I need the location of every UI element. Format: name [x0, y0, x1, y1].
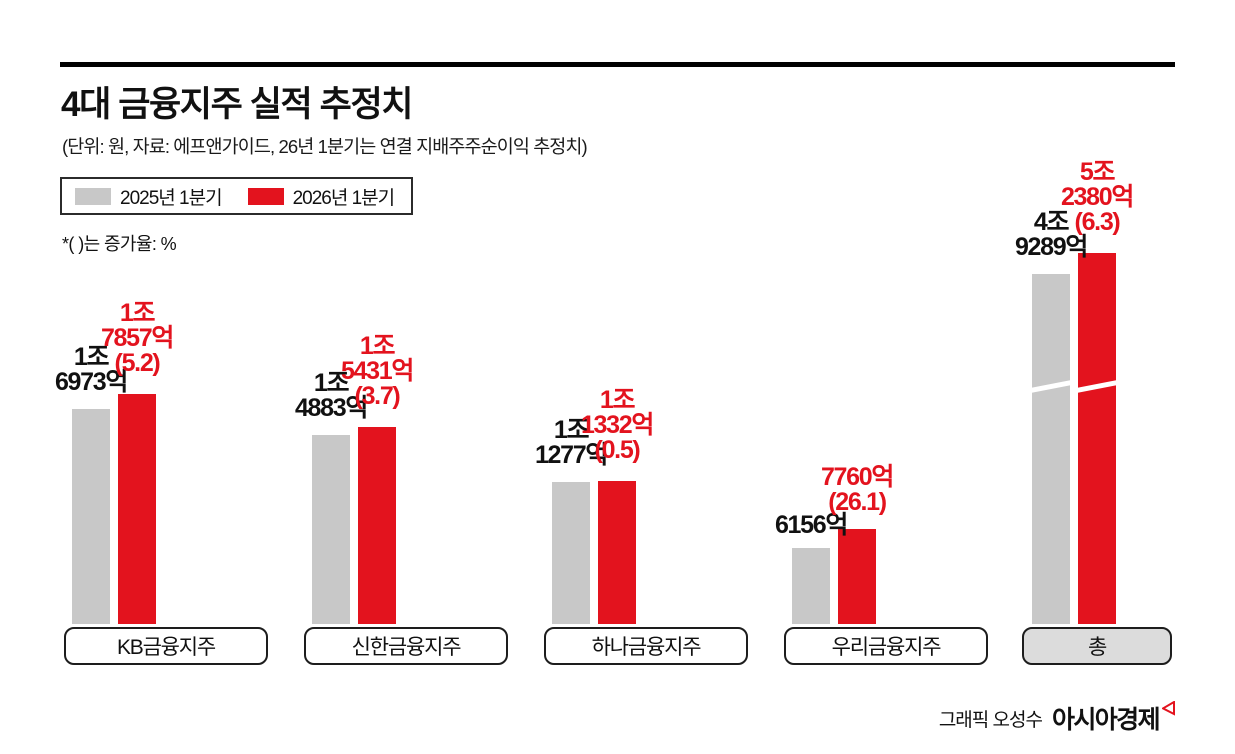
- value-line-1: 1조: [313, 369, 350, 397]
- value-line-2: 1332억: [580, 411, 654, 439]
- axis-break-slash-prev: [1028, 379, 1074, 394]
- value-label-prev-5: 4조 9289억: [991, 210, 1111, 260]
- page-subtitle: (단위: 원, 자료: 에프앤가이드, 26년 1분기는 연결 지배주주순이익 …: [62, 136, 588, 157]
- value-label-curr-1: 1조 7857억 (5.2): [67, 301, 207, 376]
- bar-curr-4: [838, 529, 876, 624]
- value-line-1: 1조: [599, 386, 636, 414]
- value-label-curr-2: 1조 5431억 (3.7): [307, 334, 447, 409]
- value-line-2: 1277억: [534, 441, 608, 469]
- category-label-2[interactable]: 신한금융지주: [304, 627, 508, 665]
- category-label-5[interactable]: 총: [1022, 627, 1172, 665]
- credit-author: 그래픽 오성수: [938, 709, 1043, 731]
- legend: 2025년 1분기 2026년 1분기: [60, 177, 414, 215]
- value-line-1: 1조: [73, 343, 110, 371]
- value-label-curr-4: 7760억 (26.1): [787, 465, 927, 515]
- growth-rate: (5.2): [114, 349, 161, 377]
- value-label-prev-1: 1조 6973억: [31, 345, 151, 395]
- value-line-2: 9289억: [1014, 233, 1088, 261]
- value-line-2: 6973억: [54, 368, 128, 396]
- legend-item-prev: 2025년 1분기: [75, 183, 223, 210]
- category-label-text: 총: [1087, 636, 1107, 659]
- value-label-curr-5: 5조 2380억 (6.3): [1027, 160, 1167, 235]
- credit-block: 그래픽 오성수 아시아경제: [939, 700, 1175, 736]
- value-line-2: 5431억: [340, 357, 414, 385]
- value-line-1: 1조: [553, 416, 590, 444]
- legend-note: *( )는 증가율: %: [62, 234, 177, 254]
- value-line-2: 7857억: [100, 324, 174, 352]
- bar-curr-1: [118, 394, 156, 624]
- value-label-prev-3: 1조 1277억: [511, 418, 631, 468]
- value-line-1: 1조: [359, 332, 396, 360]
- category-label-text: KB금융지주: [116, 636, 216, 659]
- value-line-2: 2380억: [1060, 183, 1134, 211]
- axis-break-slash-curr: [1074, 379, 1120, 394]
- legend-label-prev: 2025년 1분기: [120, 187, 223, 209]
- header-rule: [60, 62, 1175, 67]
- value-label-prev-4: 6156억: [751, 513, 871, 538]
- growth-rate: (0.5): [594, 436, 641, 464]
- legend-label-curr: 2026년 1분기: [292, 187, 396, 209]
- category-label-text: 신한금융지주: [351, 636, 462, 659]
- value-line-1: 1조: [119, 299, 156, 327]
- page-title: 4대 금융지주 실적 추정치: [61, 85, 413, 124]
- bar-prev-4: [792, 548, 830, 624]
- bar-prev-3: [552, 482, 590, 624]
- category-label-text: 하나금융지주: [591, 636, 702, 659]
- value-label-curr-3: 1조 1332억 (0.5): [547, 388, 687, 463]
- category-label-1[interactable]: KB금융지주: [64, 627, 268, 665]
- brand-name: 아시아경제: [1051, 706, 1161, 734]
- brand-triangle-icon: [1162, 701, 1175, 716]
- bar-prev-1: [72, 409, 110, 624]
- category-label-text: 우리금융지주: [831, 636, 942, 659]
- value-line-1: 5조: [1079, 158, 1116, 186]
- bar-curr-3: [598, 481, 636, 624]
- category-label-4[interactable]: 우리금융지주: [784, 627, 988, 665]
- bar-curr-2: [358, 427, 396, 624]
- value-label-prev-2: 1조 4883억: [271, 371, 391, 421]
- growth-rate: (3.7): [354, 382, 401, 410]
- legend-item-curr: 2026년 1분기: [247, 183, 396, 210]
- legend-swatch-prev: [75, 187, 111, 205]
- bar-prev-5: [1028, 274, 1074, 624]
- category-label-3[interactable]: 하나금융지주: [544, 627, 748, 665]
- growth-rate: (6.3): [1074, 208, 1121, 236]
- value-line-2: 7760억: [820, 463, 894, 491]
- value-line-2: 4883억: [294, 394, 368, 422]
- bar-curr-5: [1074, 253, 1120, 624]
- bar-prev-2: [312, 435, 350, 624]
- growth-rate: (26.1): [828, 488, 887, 516]
- value-line-1: 4조: [1033, 208, 1070, 236]
- value-line-2: 6156억: [774, 511, 848, 539]
- legend-swatch-curr: [247, 187, 284, 205]
